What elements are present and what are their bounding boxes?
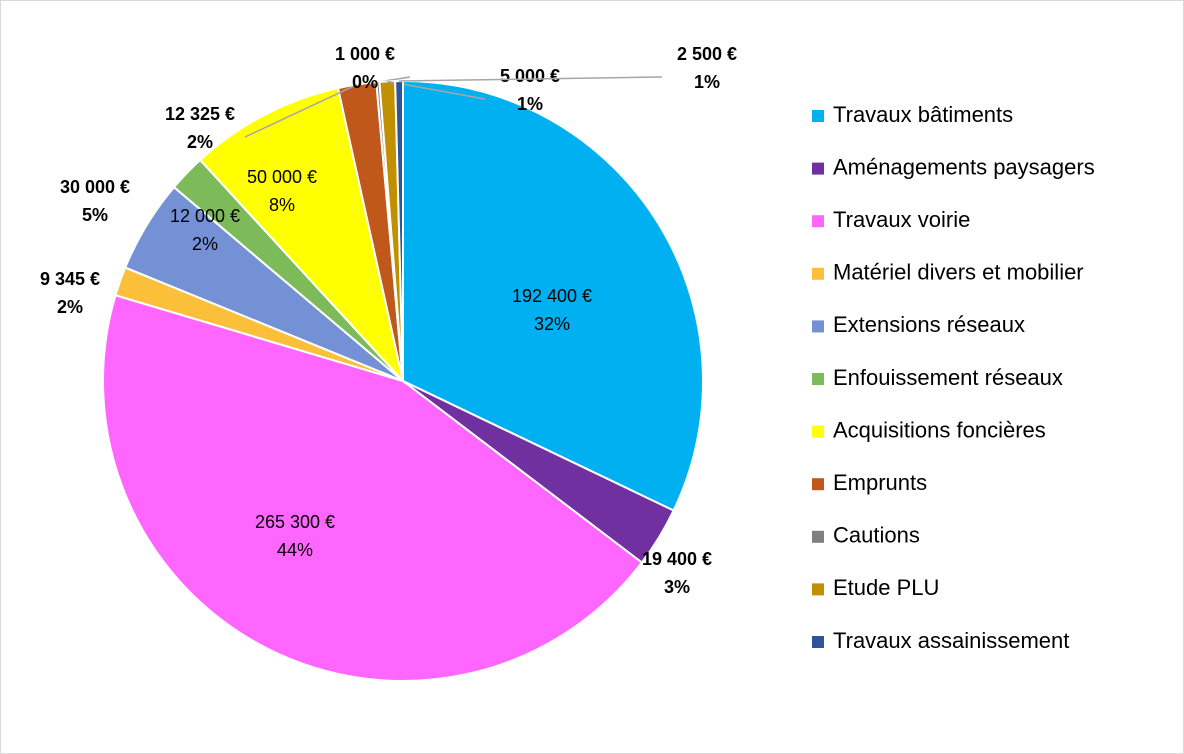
data-label-percent: 32% [534,314,570,334]
data-label: 265 300 € [255,512,335,532]
data-label-percent: 5% [82,205,108,225]
data-label: 30 000 € [60,177,130,197]
legend-swatch [812,583,824,596]
legend-label: Travaux assainissement [833,628,1069,653]
legend-swatch [812,530,824,543]
legend-swatch [812,320,824,333]
leader-line [244,83,358,138]
data-label-percent: 2% [192,234,218,254]
data-label-percent: 0% [352,72,378,92]
pie-slice [198,86,405,385]
data-label: 9 345 € [40,269,100,289]
data-label: 19 400 € [642,549,712,569]
legend-swatch [812,636,824,648]
legend-label: Enfouissement réseaux [833,365,1063,390]
legend-swatch [812,110,824,122]
legend-label: Matériel divers et mobilier [833,260,1084,285]
data-label: 1 000 € [335,44,395,64]
data-label-percent: 8% [269,195,295,215]
data-label-percent: 2% [187,132,213,152]
data-label-percent: 44% [277,540,313,560]
data-label: 12 325 € [165,104,235,124]
data-label-percent: 1% [694,72,720,92]
leader-line [399,76,663,82]
pie-slice [402,79,704,512]
legend-swatch [812,267,824,280]
legend-swatch [812,478,824,491]
data-label: 2 500 € [677,44,737,64]
legend-label: Aménagements paysagers [833,154,1095,179]
pie-slice [102,294,644,682]
data-label: 12 000 € [170,206,240,226]
data-label: 192 400 € [512,286,592,306]
data-label-percent: 2% [57,297,83,317]
legend-swatch [812,162,824,175]
legend-swatch [812,425,824,438]
legend-label: Acquisitions foncières [833,417,1046,442]
data-label: 50 000 € [247,167,317,187]
data-label: 5 000 € [500,66,560,86]
data-label-percent: 1% [517,94,543,114]
legend-label: Cautions [833,523,920,548]
legend-label: Extensions réseaux [833,312,1025,337]
legend-label: Travaux voirie [833,207,970,232]
legend-label: Emprunts [833,470,927,495]
legend-label: Travaux bâtiments [833,102,1013,127]
legend-swatch [812,215,824,228]
data-label-percent: 3% [664,577,690,597]
legend-swatch [812,373,824,385]
legend-label: Etude PLU [833,575,939,600]
